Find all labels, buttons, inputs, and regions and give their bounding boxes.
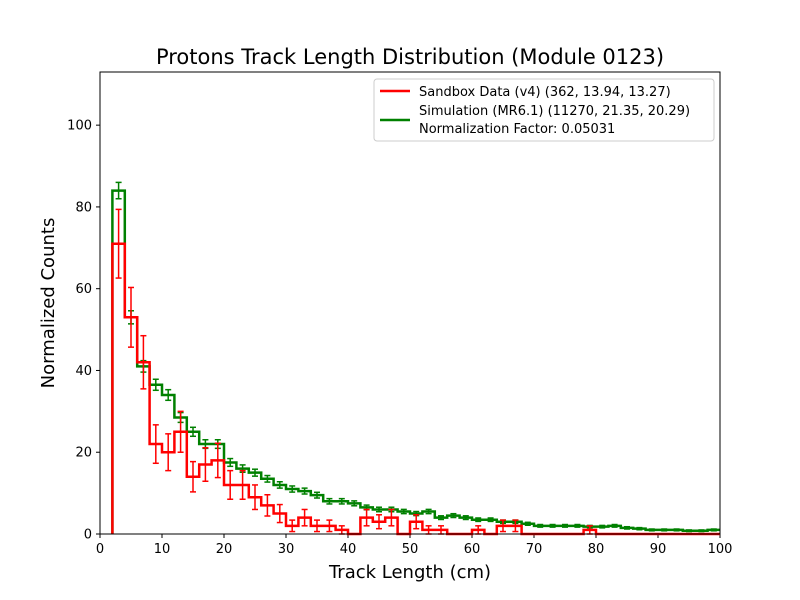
y-tick-label: 100 xyxy=(67,119,92,134)
legend-normalization-factor: Normalization Factor: 0.05031 xyxy=(419,122,615,137)
x-axis-ticks: 0 10 20 30 40 50 60 70 80 90 100 xyxy=(96,534,733,557)
x-tick-label: 40 xyxy=(340,542,357,557)
y-tick-label: 80 xyxy=(75,200,92,215)
series-simulation xyxy=(111,181,720,534)
x-tick-label: 50 xyxy=(402,542,419,557)
x-tick-label: 20 xyxy=(216,542,233,557)
x-tick-label: 10 xyxy=(154,542,171,557)
y-tick-label: 40 xyxy=(75,364,92,379)
axes-frame xyxy=(99,71,721,535)
y-tick-label: 60 xyxy=(75,282,92,297)
x-tick-label: 60 xyxy=(464,542,481,557)
x-tick-label: 0 xyxy=(96,542,104,557)
simulation-step-line xyxy=(111,189,720,534)
x-axis-label: Track Length (cm) xyxy=(328,562,491,583)
legend-box xyxy=(373,78,715,142)
x-tick-label: 90 xyxy=(650,542,667,557)
x-tick-label: 100 xyxy=(708,542,733,557)
series-data xyxy=(111,208,720,536)
y-axis-ticks: 0 20 40 60 80 100 xyxy=(67,119,100,543)
y-tick-label: 20 xyxy=(75,446,92,461)
x-tick-label: 30 xyxy=(278,542,295,557)
x-tick-label: 80 xyxy=(588,542,605,557)
y-tick-label: 0 xyxy=(84,528,92,543)
legend-entry-data: Sandbox Data (v4) (362, 13.94, 13.27) xyxy=(419,85,671,100)
series-layer xyxy=(111,181,720,536)
chart-title: Protons Track Length Distribution (Modul… xyxy=(156,45,664,69)
y-axis-label: Normalized Counts xyxy=(38,218,59,389)
legend-entry-simulation: Simulation (MR6.1) (11270, 21.35, 20.29) xyxy=(419,104,690,119)
plot-area: 0 20 40 60 80 100 0 10 20 30 40 50 60 70 80 90 100 xyxy=(67,71,733,557)
x-tick-label: 70 xyxy=(526,542,543,557)
legend: Sandbox Data (v4) (362, 13.94, 13.27) Si… xyxy=(373,78,715,142)
